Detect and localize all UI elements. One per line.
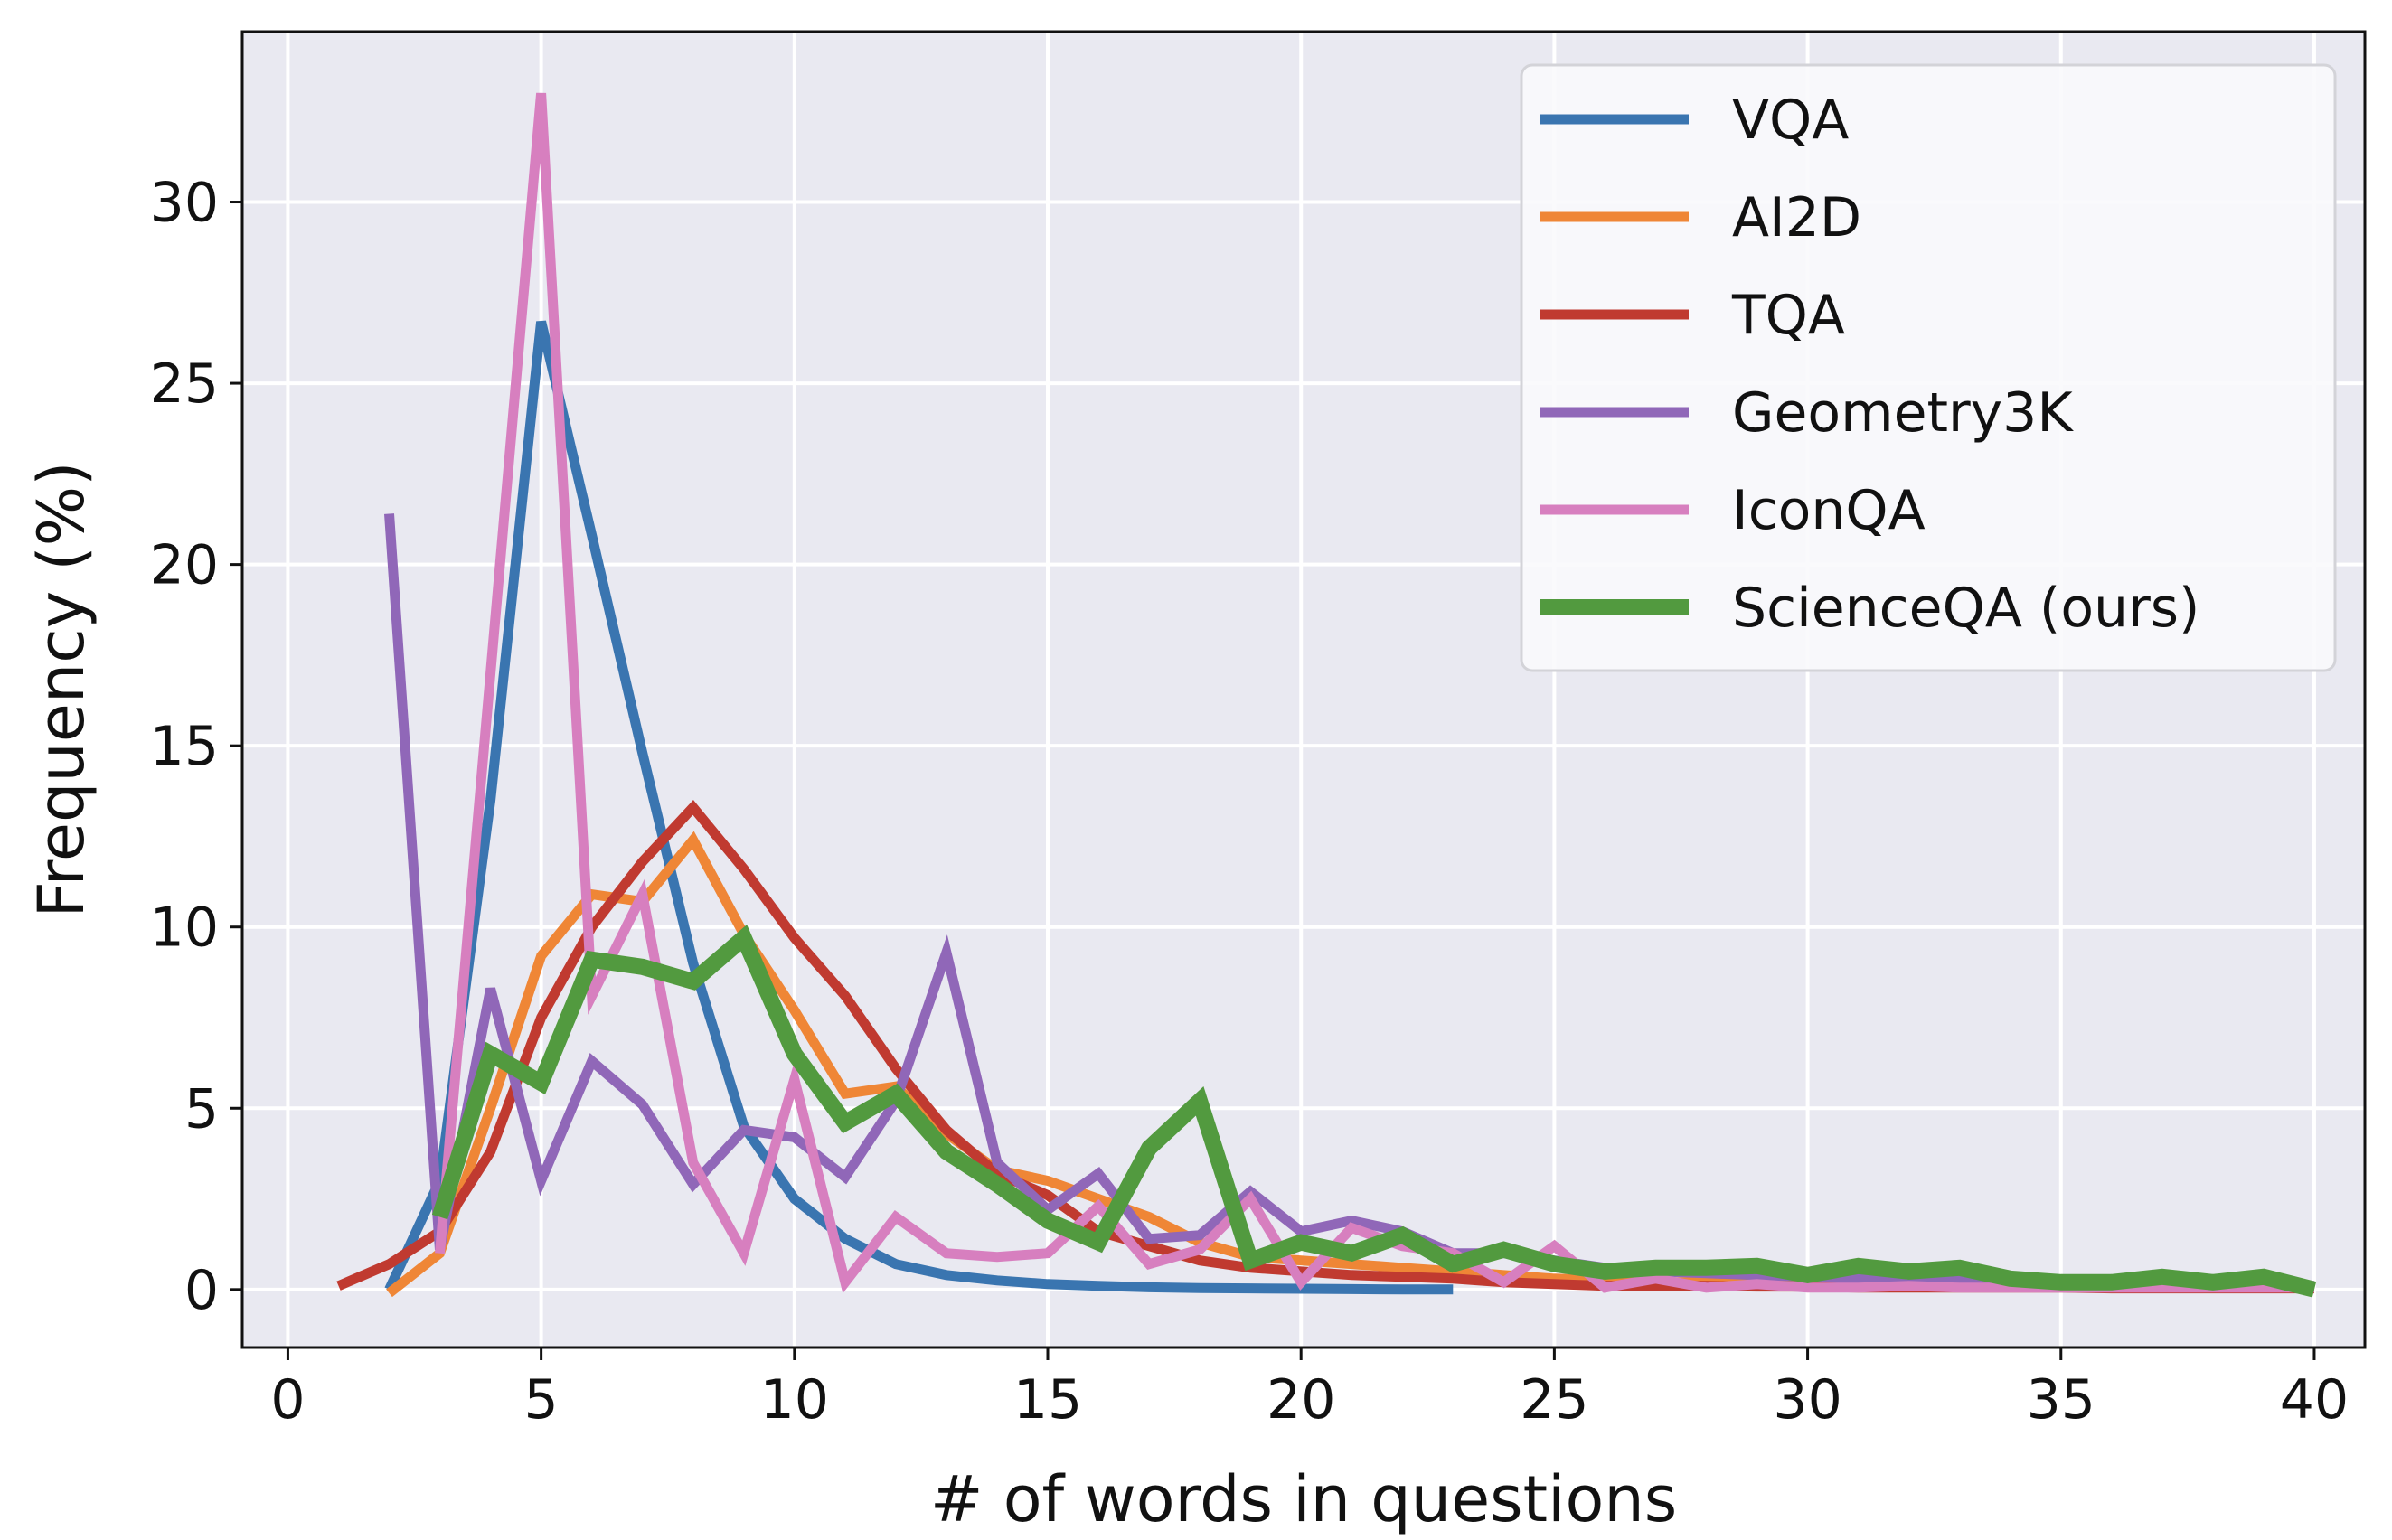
x-tick-label: 15 <box>1013 1368 1082 1432</box>
y-axis-ticks: 0 5 10 15 20 25 30 <box>150 172 242 1322</box>
legend-label-tqa: TQA <box>1731 284 1845 347</box>
legend-label-geometry3k: Geometry3K <box>1732 381 2074 445</box>
y-tick-label: 0 <box>184 1259 219 1322</box>
y-tick-label: 30 <box>150 172 219 235</box>
x-tick-label: 35 <box>2027 1368 2095 1432</box>
y-axis-title: Frequency (%) <box>24 461 99 917</box>
x-tick-label: 20 <box>1267 1368 1335 1432</box>
series-line-scienceqa-ours <box>431 925 2317 1298</box>
x-tick-label: 0 <box>270 1368 305 1432</box>
y-tick-label: 10 <box>150 897 219 960</box>
x-axis-title: # of words in questions <box>930 1462 1677 1536</box>
legend-label-iconqa: IconQA <box>1732 479 1926 542</box>
x-tick-label: 5 <box>524 1368 559 1432</box>
x-axis-ticks: 0 5 10 15 20 25 30 35 40 <box>270 1348 2349 1432</box>
y-tick-label: 5 <box>184 1077 219 1141</box>
y-tick-label: 25 <box>150 352 219 416</box>
legend-box <box>1520 63 2337 672</box>
series-line-vqa <box>384 320 1454 1295</box>
legend-label-ai2d: AI2D <box>1732 186 1861 249</box>
y-tick-label: 15 <box>150 715 219 778</box>
x-tick-label: 10 <box>760 1368 829 1432</box>
x-tick-label: 40 <box>2280 1368 2349 1432</box>
legend-label-vqa: VQA <box>1732 89 1849 152</box>
x-tick-label: 25 <box>1520 1368 1588 1432</box>
plot-frame <box>240 30 2367 1349</box>
y-tick-label: 20 <box>150 534 219 597</box>
series-lines <box>336 92 2317 1298</box>
x-tick-label: 30 <box>1773 1368 1841 1432</box>
legend: VQA AI2D TQA Geometry3K IconQA ScienceQA (our… <box>1520 63 2337 672</box>
legend-label-scienceqa-ours: ScienceQA (ours) <box>1732 577 2199 640</box>
